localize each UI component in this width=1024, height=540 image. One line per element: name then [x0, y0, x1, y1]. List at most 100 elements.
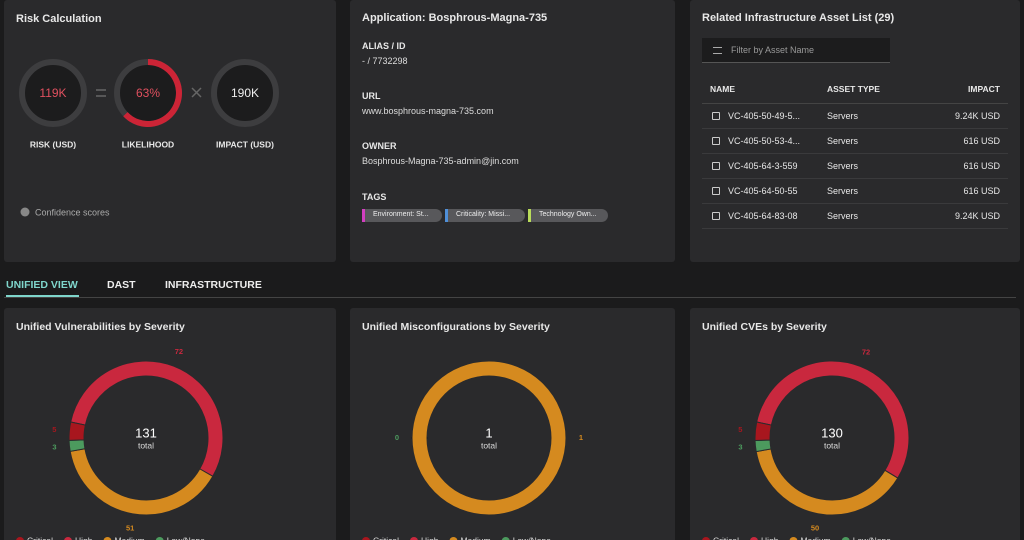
field-value: Bosphrous-Magna-735-admin@jin.com: [362, 156, 519, 166]
legend-label: High: [75, 535, 93, 540]
header-divider: [702, 103, 1008, 104]
legend-label: Medium: [460, 535, 490, 540]
cell: 9.24K USD: [954, 111, 1000, 121]
filter-icon: [713, 47, 722, 54]
chart-title: Unified Misconfigurations by Severity: [362, 321, 550, 333]
legend-swatch: [16, 537, 24, 540]
gauge-value: 119K: [39, 86, 66, 100]
row-divider: [702, 203, 1008, 204]
legend-label: Critical: [27, 535, 53, 540]
field-label: ALIAS / ID: [362, 41, 406, 51]
donut-segment: [754, 439, 772, 453]
segment-label: 51: [126, 524, 134, 533]
info-icon: [20, 207, 30, 217]
tab-underline: [6, 295, 79, 297]
tag-text: Environment: St...: [373, 211, 429, 218]
donut-total: 1: [485, 425, 492, 440]
tag-text: Technology Own...: [539, 211, 597, 218]
donut-chart: 011totalCriticalHighMediumLow/None: [362, 360, 583, 540]
donut-segment: [756, 360, 910, 479]
segment-label: 3: [738, 443, 742, 452]
legend-swatch: [103, 537, 112, 540]
segment-label: 72: [175, 347, 183, 356]
legend-label: Medium: [114, 535, 144, 540]
segment-label: 5: [738, 425, 742, 434]
tag-chip[interactable]: Technology Own...: [528, 209, 608, 222]
cell: 616 USD: [963, 136, 1000, 146]
cell: VC-405-64-50-55: [728, 186, 798, 196]
card-title: Application: Bosphrous-Magna-735: [362, 12, 548, 24]
donut-segment: [411, 360, 567, 516]
column-header: NAME: [710, 84, 736, 94]
gauge-caption: LIKELIHOOD: [122, 139, 174, 149]
cell: 9.24K USD: [954, 211, 1000, 221]
row-divider: [702, 153, 1008, 154]
cell: Servers: [827, 136, 859, 146]
chart-title: Unified Vulnerabilities by Severity: [16, 321, 185, 333]
segment-label: 72: [862, 347, 870, 356]
donut-total-label: total: [138, 440, 154, 450]
cell: VC-405-64-3-559: [728, 161, 798, 171]
legend-swatch: [789, 537, 798, 540]
equals-sign: [96, 89, 106, 97]
legend-swatch: [362, 537, 370, 540]
risk-card: Risk Calculation 119K RISK (USD) 63% LIKELIH…: [4, 0, 336, 262]
donut-segment: [755, 448, 899, 516]
legend-swatch: [449, 537, 458, 540]
cell: Servers: [827, 161, 859, 171]
server-icon: [712, 162, 720, 170]
legend-label: Critical: [713, 535, 739, 540]
donut-segment: [68, 421, 86, 441]
legend-label: Medium: [800, 535, 830, 540]
chart-card: Unified Vulnerabilities by Severity 72 5 1 3…: [4, 308, 336, 540]
assets-card: Related Infrastructure Asset List (29) Fi…: [690, 0, 1020, 262]
field-value: - / 7732298: [362, 56, 408, 66]
confidence-link: Confidence scores: [35, 207, 110, 217]
tab[interactable]: UNIFIED VIEW: [6, 279, 78, 291]
legend-swatch: [501, 537, 510, 540]
server-icon: [712, 187, 720, 195]
row-divider: [702, 178, 1008, 179]
column-header: ASSET TYPE: [827, 84, 880, 94]
segment-label: 0: [395, 433, 399, 442]
field-label: OWNER: [362, 141, 397, 151]
card-title: Risk Calculation: [16, 13, 102, 25]
donut-segment: [69, 448, 214, 516]
server-icon: [712, 112, 720, 120]
tab-divider: [4, 297, 1016, 298]
gauge-value: 63%: [136, 86, 160, 100]
legend-label: Low/None: [853, 535, 892, 540]
field-label: URL: [362, 91, 381, 101]
card-title: Related Infrastructure Asset List (29): [702, 12, 895, 24]
tab[interactable]: DAST: [107, 279, 136, 291]
donut-segment: [70, 360, 224, 478]
tag-chip[interactable]: Criticality: Missi...: [445, 209, 525, 222]
cell: VC-405-64-83-08: [728, 211, 798, 221]
donut-total: 130: [821, 425, 843, 440]
chart-title: Unified CVEs by Severity: [702, 321, 827, 333]
server-icon: [712, 137, 720, 145]
segment-label: 5: [52, 425, 56, 434]
segment-label: 1: [579, 433, 583, 442]
tab[interactable]: INFRASTRUCTURE: [165, 279, 262, 291]
segment-label: 50: [811, 523, 819, 532]
gauge-fill: [123, 59, 183, 127]
cell: 616 USD: [963, 186, 1000, 196]
donut-total-label: total: [824, 440, 840, 450]
tag-chip[interactable]: Environment: St...: [362, 209, 442, 222]
gauge-track: [19, 59, 87, 127]
application-card: Application: Bosphrous-Magna-735 ALIAS / …: [350, 0, 675, 262]
cell: Servers: [827, 111, 859, 121]
donut-total: 131: [135, 425, 157, 440]
donut-segment: [754, 421, 772, 441]
gauge-value: 190K: [231, 86, 259, 100]
cell: VC-405-50-49-5...: [728, 111, 801, 121]
chart-card: Unified Misconfigurations by Severity 0 1 1…: [350, 308, 675, 540]
filter-input[interactable]: Filter by Asset Name: [702, 38, 890, 63]
legend-label: High: [761, 535, 779, 540]
risk-gauges: 119K RISK (USD) 63% LIKELIHOOD 190K IMPACT (U…: [19, 59, 279, 217]
row-divider: [702, 128, 1008, 129]
